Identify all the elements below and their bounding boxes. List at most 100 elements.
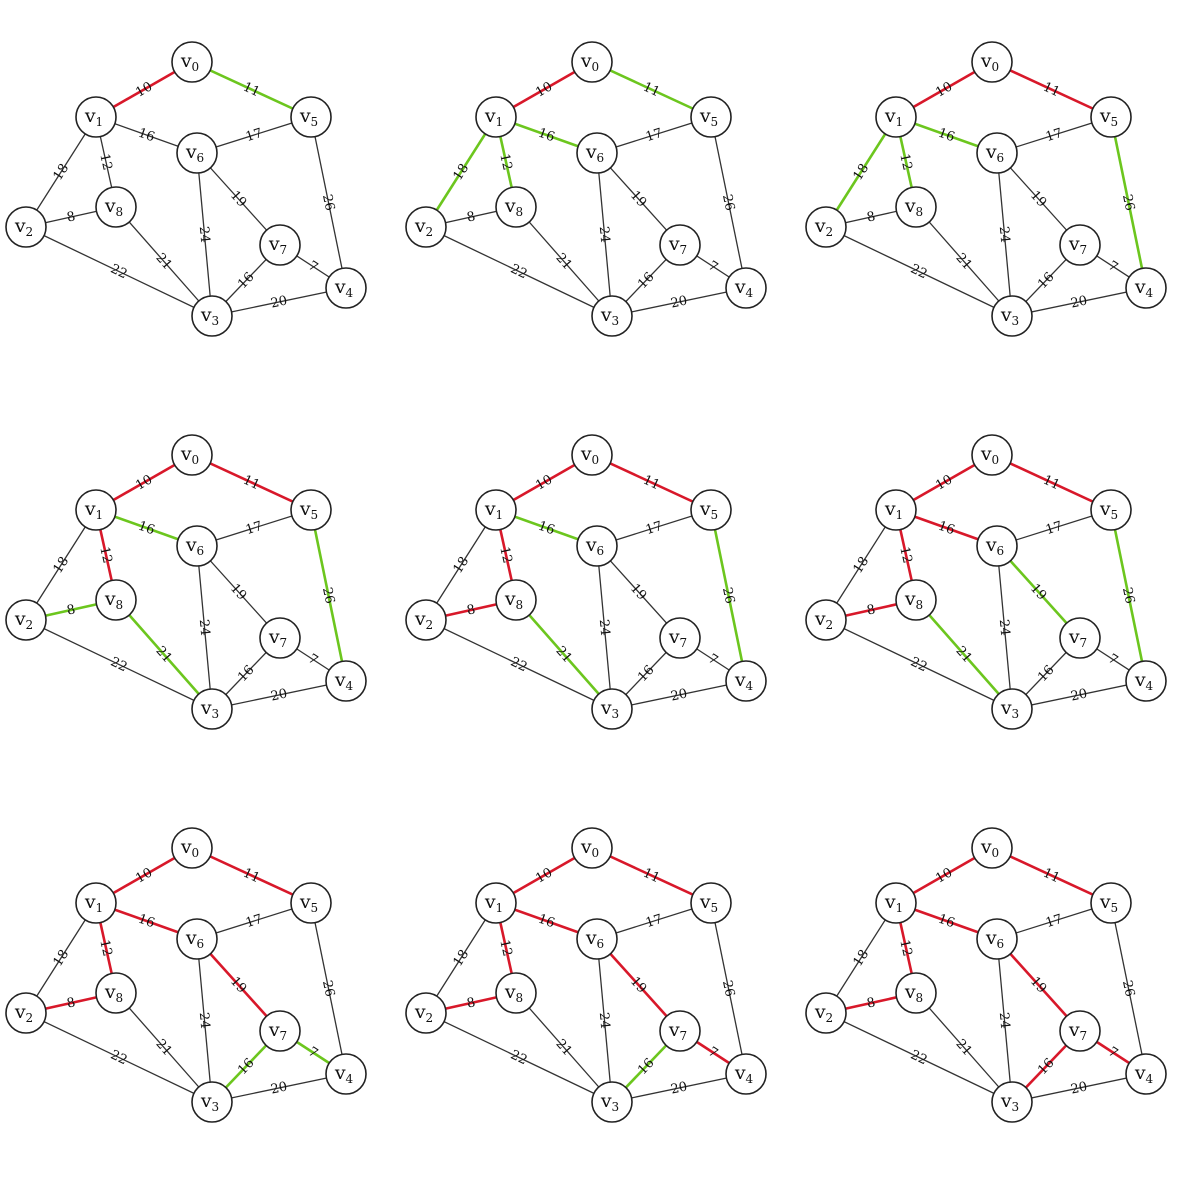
edge-v8-v3-candidate: [515, 599, 613, 710]
node-circle: [1125, 660, 1167, 702]
edge-weight-label: 10: [533, 472, 555, 493]
node-v5: v5: [290, 96, 332, 138]
node-label: v8: [904, 195, 923, 219]
edge-weight-label: 12: [96, 545, 114, 564]
node-label: v0: [580, 50, 599, 74]
node-label: v8: [504, 588, 523, 612]
node-v0: v0: [171, 434, 213, 476]
edge-weight-label: 18: [51, 947, 73, 969]
node-label: v4: [734, 276, 754, 300]
node-circle: [325, 267, 367, 309]
edge-weight-label: 12: [496, 545, 514, 564]
edge-v0-v5-candidate: [591, 60, 712, 119]
graph-panel-1: 10 11 16 18 12 17 26 8 22 21 24 19 16 7 20 v0 v1 v2 v3 v4 v5…: [0, 0, 400, 393]
node-circle: [895, 579, 937, 621]
edge-weight-label: 16: [136, 126, 157, 146]
edge-weight-label: 24: [996, 619, 1012, 637]
node-v3: v3: [591, 1081, 633, 1123]
edge-v5-v4-candidate: [1109, 509, 1148, 682]
node-label: v0: [580, 443, 599, 467]
edge-weight-label: 17: [644, 519, 664, 538]
edge-weight-label: 18: [51, 554, 73, 576]
edge-weight-label: 17: [244, 912, 264, 931]
edge-weight-label: 11: [1041, 866, 1062, 887]
node-circle: [191, 1081, 233, 1123]
edge-v2-v3-default: [25, 619, 213, 710]
node-circle: [290, 882, 332, 924]
edge-v0-v5-tree: [191, 846, 312, 905]
edge-weight-label: 26: [319, 193, 337, 212]
node-v8: v8: [495, 972, 537, 1014]
node-circle: [591, 1081, 633, 1123]
node-circle: [259, 617, 301, 659]
node-circle: [325, 1053, 367, 1095]
edge-weight-label: 10: [933, 865, 955, 886]
node-circle: [5, 599, 47, 641]
node-v5: v5: [290, 882, 332, 924]
node-label: v8: [104, 588, 123, 612]
edge-weight-label: 26: [719, 979, 737, 998]
node-label: v0: [180, 443, 199, 467]
edge-v0-v5-tree: [991, 453, 1112, 512]
node-label: v1: [84, 498, 103, 522]
node-label: v3: [600, 697, 619, 721]
edge-v3-v4-default: [611, 1073, 747, 1103]
edge-v6-v3-default: [596, 545, 613, 710]
node-circle: [690, 96, 732, 138]
node-circle: [176, 918, 218, 960]
node-circle: [1059, 224, 1101, 266]
edge-v3-v4-default: [1011, 287, 1147, 317]
edge-weight-label: 24: [596, 619, 612, 637]
node-v5: v5: [690, 96, 732, 138]
edge-weight-label: 22: [908, 1048, 929, 1069]
node-v3: v3: [191, 688, 233, 730]
node-label: v8: [504, 981, 523, 1005]
node-circle: [875, 96, 917, 138]
edge-weight-label: 26: [1119, 586, 1137, 605]
edge-weight-label: 24: [996, 1012, 1012, 1030]
node-circle: [895, 186, 937, 228]
node-v2: v2: [805, 206, 847, 248]
node-label: v7: [268, 233, 287, 257]
node-circle: [576, 132, 618, 174]
node-circle: [475, 882, 517, 924]
edge-weight-label: 22: [908, 262, 929, 283]
node-label: v3: [1000, 1090, 1019, 1114]
node-v0: v0: [571, 434, 613, 476]
node-circle: [971, 827, 1013, 869]
node-label: v0: [580, 836, 599, 860]
node-label: v2: [14, 215, 33, 239]
edge-weight-label: 16: [936, 519, 957, 539]
edge-v5-v4-default: [310, 902, 347, 1075]
node-v8: v8: [95, 972, 137, 1014]
edge-weight-label: 18: [451, 161, 473, 183]
node-v4: v4: [725, 267, 767, 309]
node-circle: [571, 827, 613, 869]
edge-weight-label: 18: [451, 947, 473, 969]
node-circle: [176, 132, 218, 174]
node-v0: v0: [971, 434, 1013, 476]
node-v8: v8: [895, 186, 937, 228]
node-circle: [725, 660, 767, 702]
edge-v3-v4-default: [611, 680, 747, 710]
edge-v5-v4-default: [1110, 902, 1147, 1075]
node-label: v2: [814, 1001, 833, 1025]
edge-weight-label: 16: [136, 912, 157, 932]
edge-v3-v4-default: [1011, 1073, 1147, 1103]
node-v2: v2: [405, 599, 447, 641]
edge-v8-v3-candidate: [915, 599, 1013, 710]
node-label: v1: [84, 891, 103, 915]
edge-weight-label: 12: [496, 152, 514, 171]
node-circle: [591, 688, 633, 730]
node-v1: v1: [875, 882, 917, 924]
node-circle: [259, 1010, 301, 1052]
edge-weight-label: 20: [669, 686, 688, 704]
edge-v0-v5-tree: [591, 846, 712, 905]
node-label: v6: [185, 534, 204, 558]
node-label: v1: [484, 891, 503, 915]
node-label: v4: [734, 1062, 754, 1086]
node-label: v0: [980, 50, 999, 74]
node-label: v5: [1099, 498, 1118, 522]
node-circle: [805, 206, 847, 248]
node-circle: [1125, 267, 1167, 309]
